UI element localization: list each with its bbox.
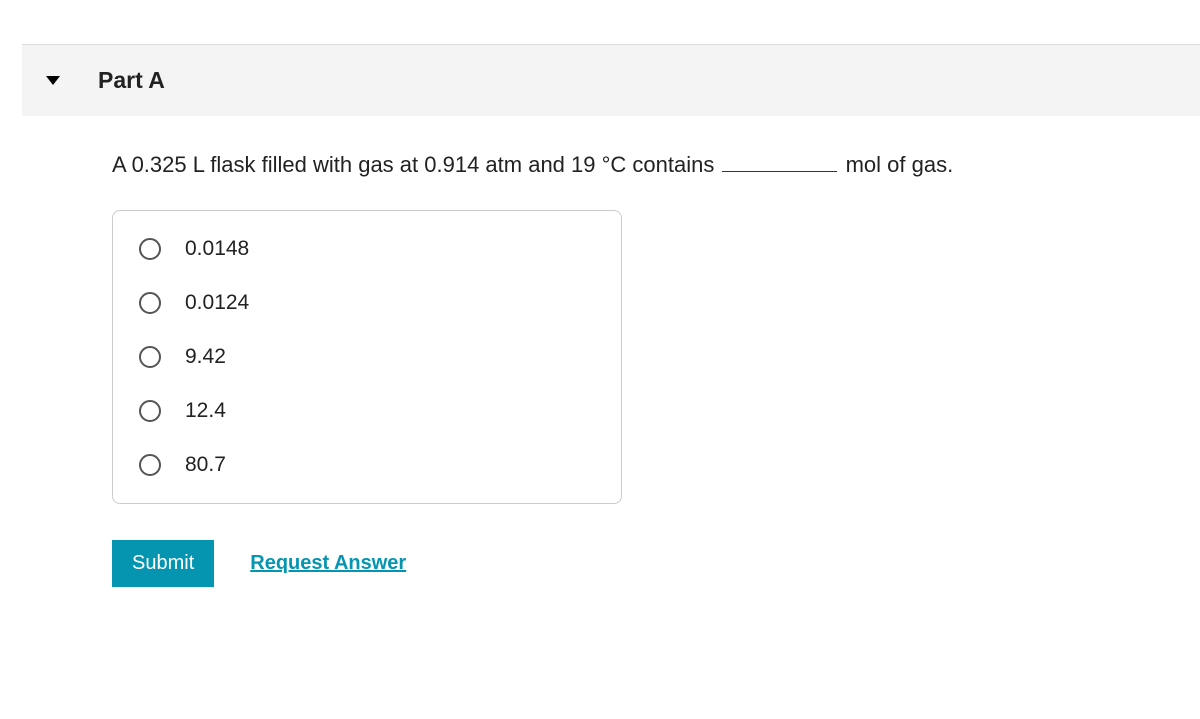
option-row[interactable]: 12.4 xyxy=(139,399,595,423)
request-answer-link[interactable]: Request Answer xyxy=(250,552,406,575)
option-row[interactable]: 0.0148 xyxy=(139,237,595,261)
fill-blank xyxy=(722,171,837,172)
caret-down-icon xyxy=(46,76,60,85)
option-label: 0.0124 xyxy=(185,291,249,315)
part-title: Part A xyxy=(98,67,165,94)
options-box: 0.0148 0.0124 9.42 12.4 80.7 xyxy=(112,210,622,504)
option-row[interactable]: 80.7 xyxy=(139,453,595,477)
option-row[interactable]: 9.42 xyxy=(139,345,595,369)
option-row[interactable]: 0.0124 xyxy=(139,291,595,315)
actions-row: Submit Request Answer xyxy=(112,540,1200,587)
option-label: 9.42 xyxy=(185,345,226,369)
option-label: 80.7 xyxy=(185,453,226,477)
radio-icon xyxy=(139,454,161,476)
radio-icon xyxy=(139,346,161,368)
radio-icon xyxy=(139,292,161,314)
option-label: 0.0148 xyxy=(185,237,249,261)
question-before-blank: A 0.325 L flask filled with gas at 0.914… xyxy=(112,152,720,177)
radio-icon xyxy=(139,238,161,260)
question-text: A 0.325 L flask filled with gas at 0.914… xyxy=(112,152,1200,178)
submit-button[interactable]: Submit xyxy=(112,540,214,587)
part-header[interactable]: Part A xyxy=(22,45,1200,116)
question-after-blank: mol of gas. xyxy=(839,152,953,177)
content-area: A 0.325 L flask filled with gas at 0.914… xyxy=(112,116,1200,587)
option-label: 12.4 xyxy=(185,399,226,423)
radio-icon xyxy=(139,400,161,422)
